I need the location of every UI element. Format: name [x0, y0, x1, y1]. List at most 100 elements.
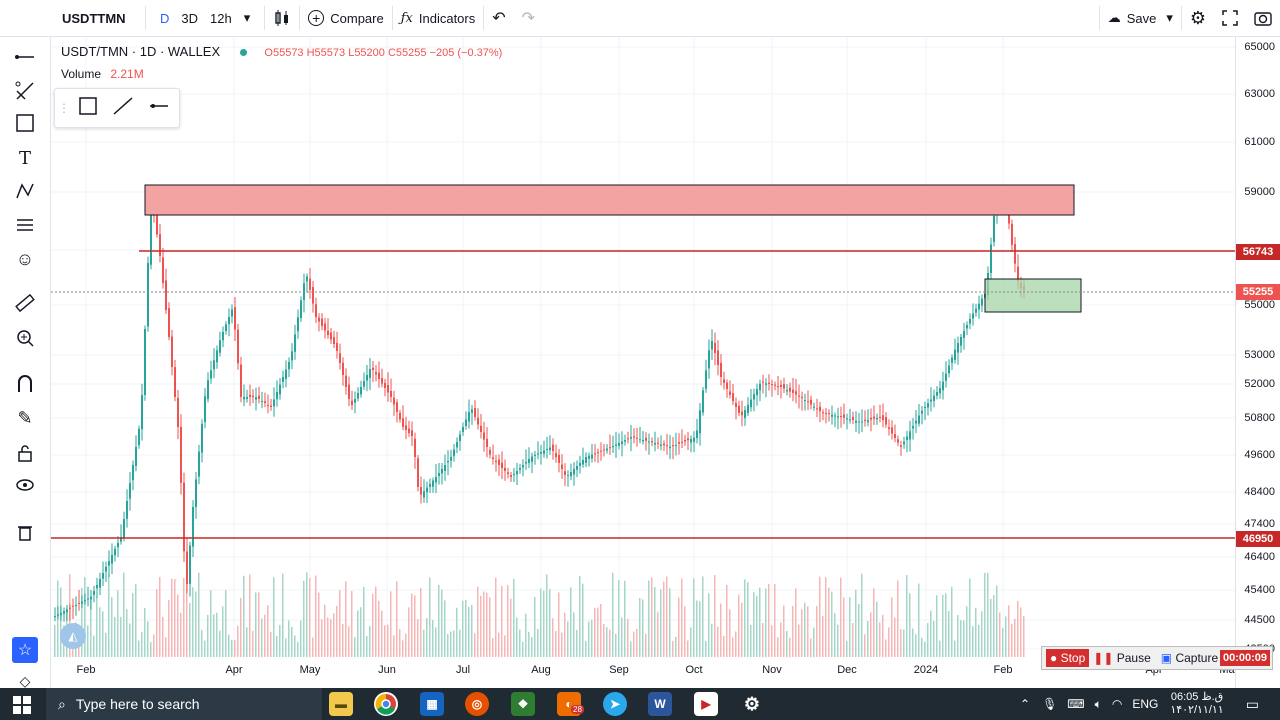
capture-button[interactable]: ▣ Capture	[1160, 651, 1219, 665]
pattern-icon[interactable]	[12, 178, 38, 204]
price-scale[interactable]: 4350044500454004640047400484004960050800…	[1235, 37, 1280, 688]
volume-bar	[348, 626, 350, 657]
volume-bar	[561, 632, 563, 657]
file-explorer-icon[interactable]: ▬	[329, 692, 353, 716]
text-icon[interactable]: T	[18, 147, 31, 169]
resistance-zone[interactable]	[144, 184, 1075, 216]
volume-bar	[210, 590, 212, 657]
volume-icon[interactable]: 🔈︎	[1094, 696, 1102, 711]
taskbar-search[interactable]: ⌕ Type here to search	[46, 688, 322, 720]
stop-button[interactable]: ● Stop	[1046, 649, 1090, 667]
interval-d[interactable]: D	[160, 10, 170, 26]
volume-bar	[273, 577, 275, 657]
candle-body	[321, 318, 323, 326]
telegram-icon[interactable]: ➤	[603, 692, 627, 716]
line-tool-icon[interactable]	[112, 96, 134, 121]
indicators-button[interactable]: ƒx Indicators	[393, 0, 484, 36]
chevron-down-icon[interactable]: ▾	[1166, 10, 1173, 25]
app-icon[interactable]: ◎	[465, 692, 489, 716]
rectangle-icon[interactable]	[12, 110, 38, 136]
volume-bar	[606, 627, 608, 657]
price-chart[interactable]	[51, 37, 1235, 688]
volume-bar	[660, 589, 662, 657]
windows-start-icon[interactable]	[13, 696, 31, 719]
volume-bar	[669, 588, 671, 657]
save-button[interactable]: ☁ Save ▾	[1100, 0, 1181, 36]
lock-icon[interactable]	[12, 440, 38, 466]
chrome-icon[interactable]	[374, 692, 398, 716]
media-app-icon[interactable]: ▶	[694, 692, 718, 716]
candle-body	[990, 244, 992, 273]
candle-body	[186, 551, 188, 585]
candle-body	[63, 611, 65, 614]
volume-bar	[972, 626, 974, 657]
candle-body	[291, 351, 293, 361]
candle-body	[204, 396, 206, 423]
undo-button[interactable]: ↶	[492, 10, 506, 27]
candle-body	[60, 612, 62, 615]
settings-gear-icon[interactable]: ⚙	[1189, 7, 1206, 28]
ruler-icon[interactable]	[12, 290, 38, 316]
current-price-zone[interactable]	[984, 278, 1082, 313]
emoji-icon[interactable]: ☺	[15, 248, 35, 269]
drag-handle-icon[interactable]: ⋮	[58, 101, 70, 115]
volume-bar	[198, 572, 200, 657]
volume-bar	[513, 578, 515, 657]
volume-bar	[966, 606, 968, 657]
language-switch-icon[interactable]: ⌨	[1067, 697, 1085, 711]
pause-button[interactable]: ❚❚ Pause	[1093, 651, 1151, 665]
fullscreen-icon[interactable]	[1214, 0, 1246, 36]
chevron-up-icon[interactable]: ⌃	[1020, 697, 1031, 711]
volume-bar	[111, 597, 113, 657]
candle-body	[666, 445, 668, 447]
candle-body	[351, 400, 353, 405]
chevron-up-icon[interactable]: ◇	[19, 672, 31, 689]
magnet-icon[interactable]	[12, 371, 38, 397]
gann-fib-icon[interactable]	[12, 78, 38, 104]
symbol-search[interactable]: USDTTMN	[62, 10, 126, 26]
network-app-icon[interactable]: ❖	[511, 692, 535, 716]
volume-bar	[576, 629, 578, 657]
chart-type-button[interactable]	[265, 0, 299, 36]
volume-bar	[180, 612, 182, 657]
volume-bar	[366, 636, 368, 657]
volume-bar	[915, 634, 917, 657]
language-label[interactable]: ENG	[1132, 697, 1159, 711]
camera-icon[interactable]	[1246, 0, 1280, 36]
interval-3d[interactable]: 3D	[181, 10, 199, 26]
trend-line-icon[interactable]	[12, 44, 38, 70]
candle-body	[882, 415, 884, 420]
word-icon[interactable]: W	[648, 692, 672, 716]
favorites-star-icon[interactable]: ☆	[12, 637, 38, 663]
chevron-down-icon[interactable]: ▾	[243, 10, 251, 25]
candle-body	[102, 573, 104, 579]
volume-bar	[339, 590, 341, 657]
horizontal-line-icon[interactable]	[148, 96, 170, 121]
trash-icon[interactable]	[12, 519, 38, 545]
wifi-icon[interactable]: ◠	[1111, 697, 1123, 711]
volume-bar	[387, 624, 389, 657]
pencil-lock-icon[interactable]: ✎	[17, 407, 33, 428]
settings-gear-icon[interactable]: ⚙	[743, 693, 761, 714]
volume-bar	[885, 639, 887, 657]
volume-bar	[453, 630, 455, 657]
interval-12h[interactable]: 12h	[210, 10, 232, 26]
notifications-icon[interactable]: ▭	[1245, 695, 1259, 712]
microphone-icon[interactable]: 🎙︎	[1042, 697, 1058, 711]
calculator-icon[interactable]: ▦	[420, 692, 444, 716]
prediction-icon[interactable]	[12, 212, 38, 238]
volume-bar	[540, 588, 542, 657]
eye-icon[interactable]	[12, 472, 38, 498]
volume-bar	[624, 580, 626, 657]
candle-body	[645, 437, 647, 441]
redo-button[interactable]: ↷	[521, 10, 536, 27]
candle-body	[612, 446, 614, 448]
zoom-in-icon[interactable]	[12, 325, 38, 351]
clock[interactable]: 06:05 ق.ظ ۱۴۰۲/۱۱/۱۱	[1170, 691, 1223, 717]
compare-button[interactable]: + Compare	[300, 0, 391, 36]
candlesticks	[54, 189, 1025, 622]
rectangle-icon[interactable]	[78, 96, 98, 121]
volume-bar	[279, 624, 281, 657]
volume-bar	[627, 618, 629, 657]
candle-body	[729, 391, 731, 395]
